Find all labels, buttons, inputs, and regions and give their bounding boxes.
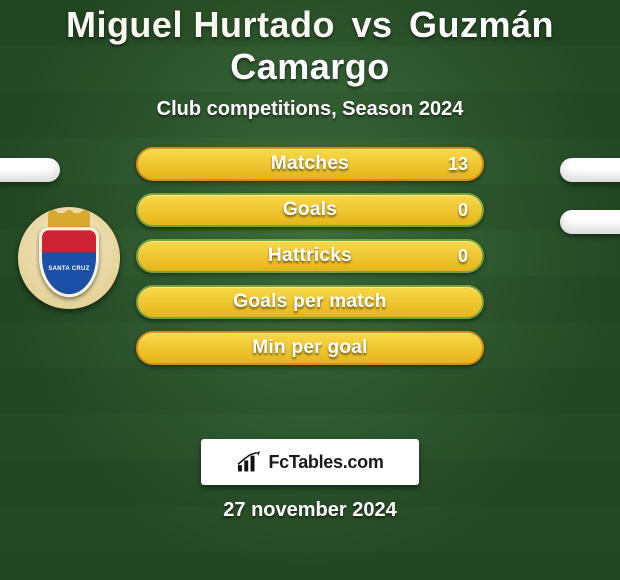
stat-label: Matches [138, 149, 482, 179]
shield-icon: SANTA CRUZ [39, 227, 99, 297]
stat-bar: Min per goal [136, 331, 484, 365]
bar-chart-icon [236, 451, 262, 473]
brand-card: FcTables.com [201, 439, 419, 485]
stat-bar: Hattricks0 [136, 239, 484, 273]
left-glove-icon [0, 158, 60, 182]
page-title: Miguel Hurtado vs Guzmán Camargo [0, 4, 620, 88]
stats-arena: SANTA CRUZ Matches13Goals0Hattricks0Goal… [0, 155, 620, 425]
snapshot-date: 27 november 2024 [0, 499, 620, 522]
stat-bar: Matches13 [136, 147, 484, 181]
stat-bar: Goals per match [136, 285, 484, 319]
stat-label: Min per goal [138, 333, 482, 363]
comparison-card: Miguel Hurtado vs Guzmán Camargo Club co… [0, 0, 620, 522]
club-crest: SANTA CRUZ [18, 207, 120, 309]
brand-text: FcTables.com [268, 452, 383, 473]
player1-name: Miguel Hurtado [66, 4, 335, 45]
stat-label: Hattricks [138, 241, 482, 271]
stat-value: 0 [458, 241, 468, 271]
subtitle: Club competitions, Season 2024 [0, 98, 620, 121]
stat-value: 13 [448, 149, 468, 179]
stat-bar: Goals0 [136, 193, 484, 227]
stat-label: Goals per match [138, 287, 482, 317]
stat-value: 0 [458, 195, 468, 225]
crest-text: SANTA CRUZ [42, 266, 96, 272]
stat-label: Goals [138, 195, 482, 225]
right-glove-icon [560, 158, 620, 182]
stat-bars: Matches13Goals0Hattricks0Goals per match… [136, 147, 484, 377]
right-glove-icon [560, 210, 620, 234]
vs-separator: vs [351, 4, 392, 45]
